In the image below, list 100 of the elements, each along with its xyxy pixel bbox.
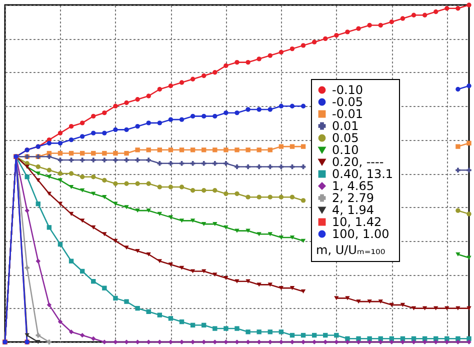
point [224, 326, 228, 331]
point [466, 2, 472, 8]
point [367, 300, 372, 304]
point [68, 158, 74, 162]
point [234, 110, 240, 116]
legend-label: -0.10 [332, 83, 364, 97]
point [91, 150, 96, 156]
point [80, 150, 85, 156]
point [356, 340, 361, 344]
point [334, 332, 339, 338]
point [179, 218, 184, 223]
point [146, 148, 151, 152]
point [224, 148, 228, 152]
legend-label: 2, 2.79 [332, 191, 374, 205]
point [179, 161, 184, 166]
point [224, 225, 228, 230]
point [80, 134, 85, 139]
point [268, 194, 272, 200]
point [224, 340, 228, 344]
point [246, 279, 250, 284]
point [256, 330, 262, 334]
point [80, 158, 85, 162]
point [434, 340, 438, 344]
point [356, 26, 361, 31]
point [202, 73, 206, 78]
point [135, 158, 140, 162]
point [113, 104, 118, 108]
point [24, 208, 30, 213]
point [168, 117, 174, 122]
point [46, 225, 52, 230]
point [102, 110, 107, 116]
point [466, 140, 472, 146]
point [202, 340, 206, 344]
point [256, 282, 262, 287]
point [224, 63, 228, 68]
point [179, 117, 184, 122]
point [91, 192, 96, 196]
point [367, 22, 372, 28]
point [124, 340, 129, 344]
point [256, 107, 262, 112]
point [400, 302, 406, 307]
point [202, 269, 206, 274]
point [378, 300, 383, 304]
point [135, 181, 140, 186]
point [58, 171, 63, 176]
point [356, 336, 361, 341]
point [466, 168, 472, 172]
point [234, 164, 240, 170]
point [102, 195, 107, 200]
point [68, 171, 74, 176]
point [80, 188, 85, 192]
point [334, 340, 339, 344]
point [389, 20, 394, 24]
point [345, 336, 350, 341]
point [278, 194, 284, 200]
point [246, 340, 250, 344]
point [68, 150, 74, 156]
point [290, 144, 295, 149]
point [234, 60, 240, 65]
legend-label: 10, 1.42 [332, 215, 382, 229]
point [190, 188, 196, 193]
point [135, 248, 140, 254]
point [256, 164, 262, 170]
legend-label: -0.05 [332, 95, 364, 109]
point [91, 174, 96, 180]
point [256, 340, 262, 344]
point [157, 120, 162, 126]
point [190, 269, 196, 274]
point [268, 107, 272, 112]
point [46, 192, 52, 196]
point [113, 238, 118, 243]
point [268, 330, 272, 334]
point [212, 326, 218, 331]
point [157, 86, 162, 92]
point [113, 181, 118, 186]
point [202, 114, 206, 119]
point [278, 330, 284, 334]
point [146, 94, 151, 98]
point [46, 140, 52, 146]
point [157, 212, 162, 216]
point [124, 205, 129, 210]
point [168, 316, 174, 321]
point [168, 215, 174, 220]
point [68, 330, 74, 334]
point [256, 56, 262, 62]
legend-label: 4, 1.94 [332, 203, 374, 217]
point [290, 194, 295, 200]
point [422, 12, 428, 18]
point [356, 300, 361, 304]
point [278, 144, 284, 149]
point [24, 266, 30, 270]
point [224, 276, 228, 280]
point [58, 140, 63, 146]
legend-label: 0.10 [332, 143, 359, 157]
point [102, 150, 107, 156]
point [113, 158, 118, 162]
point [456, 336, 460, 341]
point [36, 178, 40, 182]
point [80, 120, 85, 126]
point [91, 114, 96, 119]
